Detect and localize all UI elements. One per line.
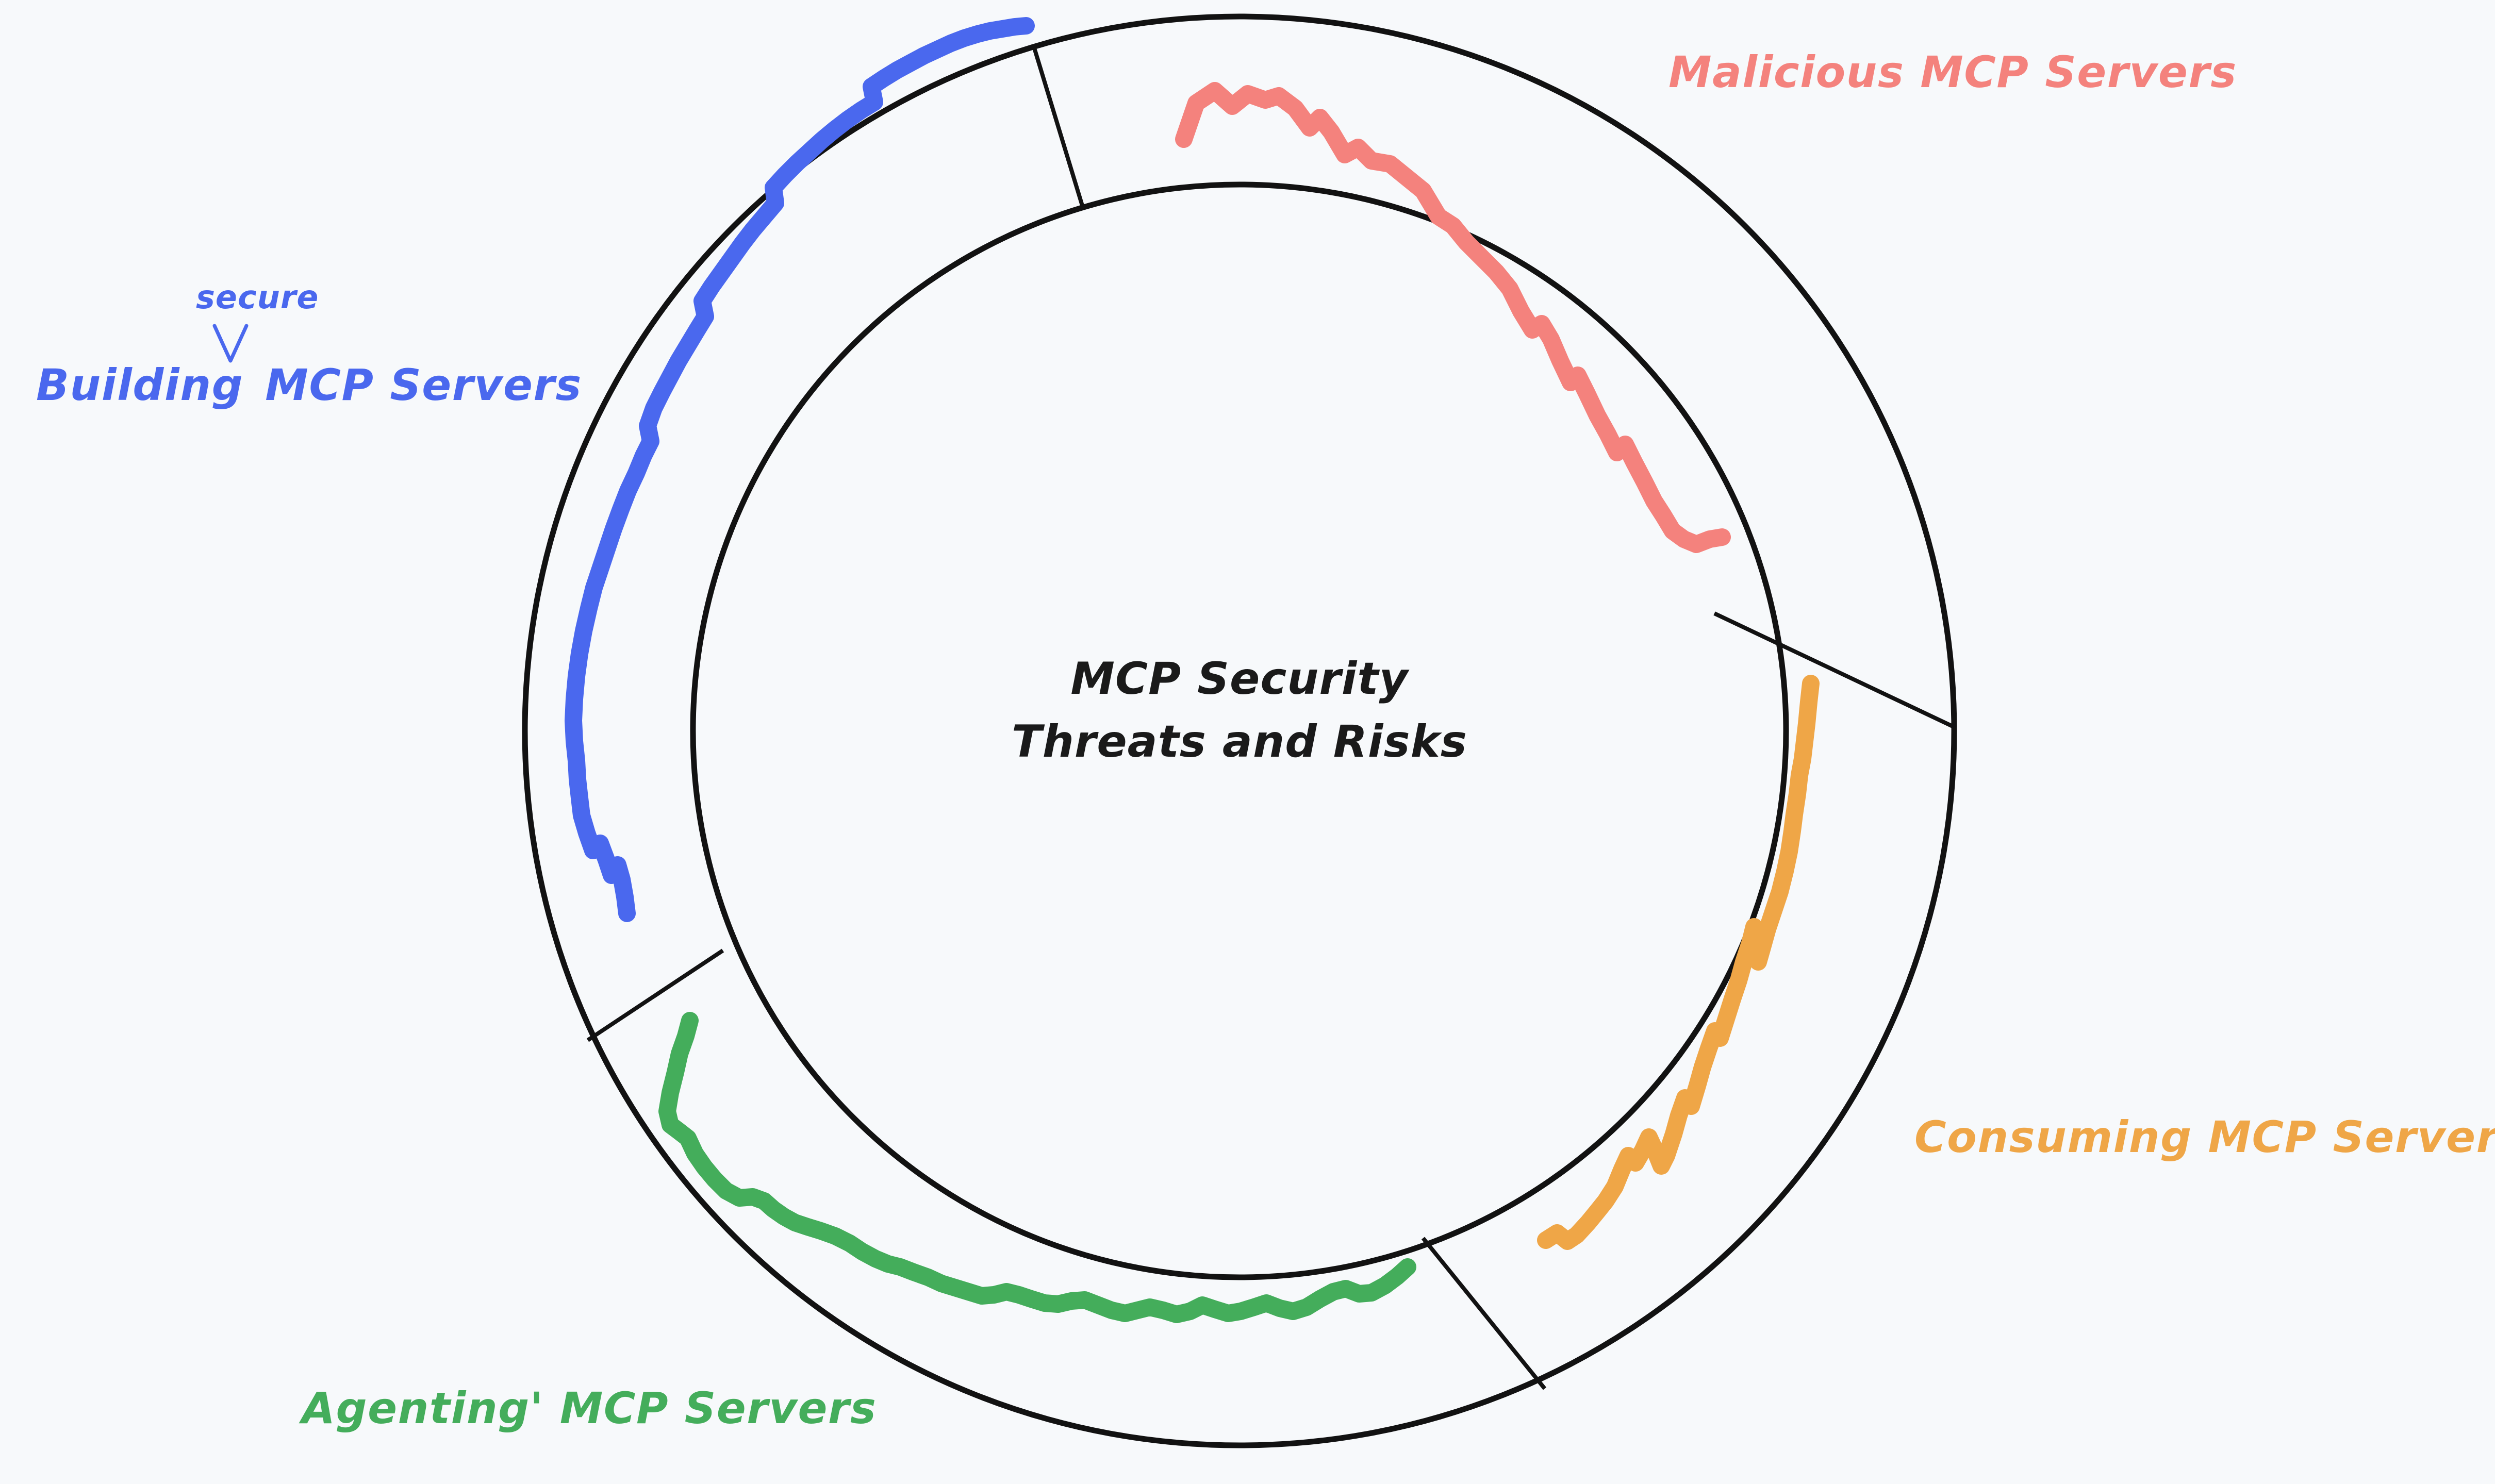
label-agenting-mcp-servers: Agenting' MCP Servers [302,1383,877,1433]
divider-bottom-right [1421,1237,1547,1390]
caret-insertion-icon [212,324,249,363]
divider-bottom-left [586,948,724,1042]
malicious-sparkline [1175,82,1731,553]
label-malicious-mcp-servers: Malicious MCP Servers [1668,47,2237,97]
inner-ring-circle [690,181,1789,1280]
label-building-prefix: Building [36,360,244,410]
label-consuming-mcp-servers: Consuming MCP Servers [1914,1112,2495,1162]
building-sparkline [565,17,1035,922]
agenting-sparkline [658,1012,1416,1323]
label-secure-insertion-word: secure [196,278,319,316]
center-title-line-1: MCP Security [1070,653,1409,705]
outer-ring-circle [522,13,1957,1448]
center-title-line-2: Threats and Risks [1012,716,1467,768]
label-building-suffix: MCP Servers [265,360,582,410]
consuming-sparkline [1537,675,1820,1250]
label-building-mcp-servers: Building MCP Servers [36,360,582,410]
divider-top [1032,45,1085,208]
center-title: MCP Security Threats and Risks [827,647,1652,773]
divider-right [1713,611,1954,728]
